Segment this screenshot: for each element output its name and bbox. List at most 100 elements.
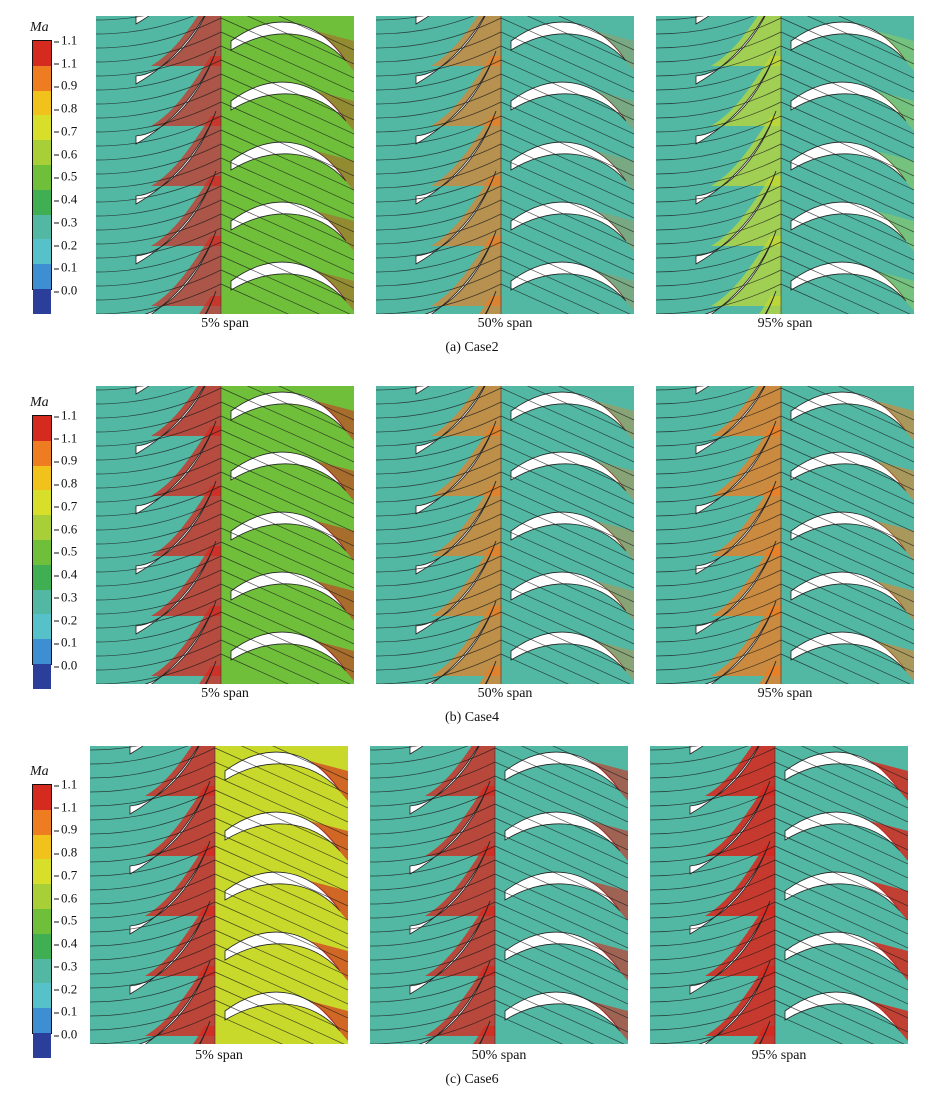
stator-blade bbox=[695, 386, 710, 395]
high-mach-zone bbox=[711, 486, 781, 556]
streamline bbox=[650, 746, 908, 781]
stator-blade bbox=[695, 480, 777, 575]
stator-blade bbox=[689, 746, 704, 755]
contour-panel bbox=[96, 16, 354, 314]
high-mach-zone bbox=[151, 426, 221, 496]
stator-blade bbox=[409, 840, 491, 935]
stator-blade bbox=[129, 840, 211, 935]
stator-blade bbox=[695, 16, 710, 25]
stator-blade bbox=[478, 1020, 491, 1044]
legend-tick-label: 0.1 bbox=[54, 261, 77, 274]
contour-panel bbox=[376, 386, 634, 684]
rotor-high-mach-zone bbox=[310, 761, 348, 801]
high-mach-zone bbox=[431, 486, 501, 556]
stator-blade bbox=[135, 170, 217, 265]
high-mach-zone bbox=[431, 56, 501, 126]
rotor-high-mach-zone bbox=[596, 91, 634, 131]
case-label: (a) Case2 bbox=[445, 340, 499, 355]
legend-tick-label: 1.1 bbox=[54, 778, 77, 791]
rotor-high-mach-zone bbox=[876, 91, 914, 131]
stator-blade bbox=[689, 780, 771, 875]
legend-tick-label: 1.1 bbox=[54, 409, 77, 422]
stator-blade bbox=[135, 420, 217, 515]
high-mach-zone bbox=[711, 386, 781, 436]
span-label: 95% span bbox=[757, 686, 813, 701]
legend-swatch bbox=[33, 859, 51, 885]
high-mach-zone bbox=[145, 966, 215, 1036]
stator-blade bbox=[484, 290, 497, 314]
stator-blade bbox=[135, 16, 206, 85]
rotor-blade bbox=[230, 81, 347, 122]
legend-tick-label: 0.7 bbox=[54, 868, 77, 881]
streamline bbox=[650, 746, 908, 795]
high-mach-zone bbox=[711, 116, 781, 186]
legend-tick-label: 0.7 bbox=[54, 499, 77, 512]
high-mach-zone bbox=[425, 746, 495, 796]
rotor-high-mach-zone bbox=[316, 581, 354, 621]
high-mach-zone bbox=[145, 746, 215, 796]
rotor-high-mach-zone bbox=[870, 881, 908, 921]
contour-panel bbox=[376, 16, 634, 314]
high-mach-zone bbox=[711, 546, 781, 616]
rotor-blade bbox=[230, 201, 347, 242]
stator-blade bbox=[764, 290, 777, 314]
rotor-high-mach-zone bbox=[590, 881, 628, 921]
stator-blade bbox=[409, 780, 491, 875]
streamline bbox=[376, 16, 634, 65]
stator-blade bbox=[409, 746, 424, 755]
high-mach-zone bbox=[705, 746, 775, 796]
rotor-high-mach-zone bbox=[876, 461, 914, 501]
contour-panel bbox=[96, 386, 354, 684]
rotor-blade bbox=[510, 21, 627, 62]
high-mach-zone bbox=[425, 906, 495, 976]
stator-blade bbox=[695, 386, 766, 455]
rotor-high-mach-zone bbox=[316, 91, 354, 131]
stator-blade bbox=[135, 480, 217, 575]
legend-tick-label: 0.4 bbox=[54, 568, 77, 581]
streamline bbox=[96, 386, 354, 435]
legend-tick-label: 0.5 bbox=[54, 545, 77, 558]
streamline bbox=[656, 386, 914, 435]
legend-swatch bbox=[33, 288, 51, 314]
legend-tick-label: 1.1 bbox=[54, 800, 77, 813]
legend-swatch bbox=[33, 785, 51, 810]
stator-blade bbox=[415, 16, 486, 85]
span-label: 50% span bbox=[471, 1048, 527, 1063]
stator-blade bbox=[695, 170, 777, 265]
rotor-blade bbox=[230, 21, 347, 62]
high-mach-zone bbox=[151, 386, 221, 436]
span-label: 5% span bbox=[201, 316, 249, 331]
high-mach-zone bbox=[431, 606, 501, 676]
high-mach-zone bbox=[151, 176, 221, 246]
legend-tick-label: 0.9 bbox=[54, 79, 77, 92]
high-mach-zone bbox=[431, 176, 501, 246]
high-mach-zone bbox=[705, 906, 775, 976]
rotor-high-mach-zone bbox=[876, 211, 914, 251]
legend-tick-label: 0.1 bbox=[54, 636, 77, 649]
legend-tick-label: 1.1 bbox=[54, 34, 77, 47]
high-mach-zone bbox=[151, 116, 221, 186]
rotor-high-mach-zone bbox=[870, 941, 908, 981]
legend-colorbar bbox=[32, 784, 52, 1058]
legend-swatch bbox=[33, 164, 51, 190]
stator-blade bbox=[415, 540, 497, 635]
span-label: 5% span bbox=[195, 1048, 243, 1063]
rotor-high-mach-zone bbox=[876, 581, 914, 621]
legend-swatch bbox=[33, 614, 51, 640]
legend-swatch bbox=[33, 639, 51, 664]
streamline bbox=[656, 16, 914, 65]
stator-blade bbox=[415, 386, 486, 455]
legend-tick-label: 0.2 bbox=[54, 238, 77, 251]
high-mach-zone bbox=[705, 966, 775, 1036]
legend-swatch bbox=[33, 958, 51, 984]
stator-blade bbox=[204, 660, 217, 684]
legend-swatch bbox=[33, 115, 51, 141]
rotor-high-mach-zone bbox=[596, 521, 634, 561]
case-label: (b) Case4 bbox=[444, 710, 500, 725]
high-mach-zone bbox=[431, 386, 501, 436]
high-mach-zone bbox=[151, 486, 221, 556]
legend-tick-label: 0.9 bbox=[54, 454, 77, 467]
high-mach-zone bbox=[151, 56, 221, 126]
high-mach-zone bbox=[711, 176, 781, 246]
legend-tick-label: 0.8 bbox=[54, 102, 77, 115]
